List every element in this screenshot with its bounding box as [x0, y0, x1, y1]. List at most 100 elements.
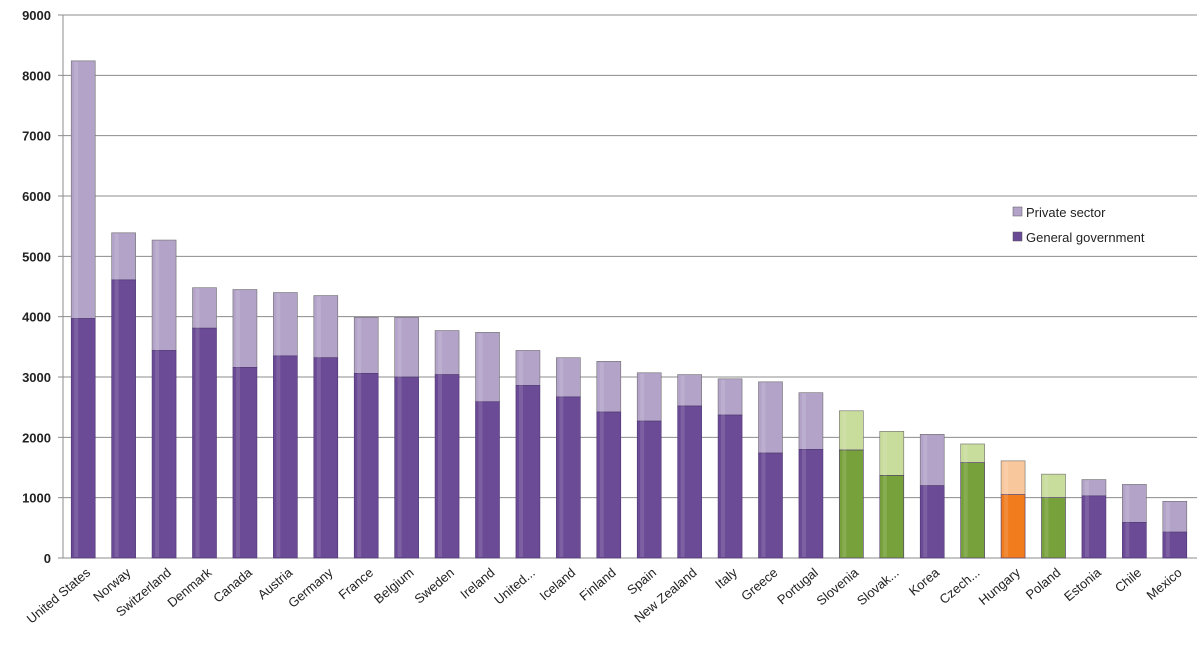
bar-shine: [74, 61, 79, 557]
x-tick-label: United States: [24, 564, 94, 626]
bar-general-government: [353, 373, 379, 559]
bar-private-sector: [515, 350, 541, 386]
bar-shine: [640, 373, 645, 557]
bar-private-sector: [839, 410, 864, 451]
bar-private-sector: [434, 330, 460, 375]
x-tick-label: Denmark: [164, 564, 214, 610]
bar-general-government: [798, 449, 824, 559]
bar-shine: [397, 318, 402, 557]
y-tick-label: 6000: [22, 189, 51, 204]
bar-private-sector: [919, 434, 945, 486]
bar-general-government: [70, 318, 96, 559]
bar-shine: [680, 375, 685, 557]
bar-general-government: [596, 411, 622, 559]
bar-shine: [599, 362, 604, 557]
bar-general-government: [313, 357, 339, 559]
x-tick-label: Mexico: [1144, 565, 1185, 603]
bar-private-sector: [879, 430, 905, 476]
bar-general-government: [475, 401, 500, 559]
x-tick-label: Sweden: [411, 565, 457, 607]
bar-shine: [842, 411, 847, 557]
bar-private-sector: [353, 316, 379, 374]
bar-shine: [518, 351, 523, 557]
y-tick-label: 4000: [22, 310, 51, 325]
bar-general-government: [919, 485, 945, 559]
bar-general-government: [515, 385, 541, 559]
bar-shine: [923, 435, 928, 557]
bar-private-sector: [273, 292, 298, 357]
bar-general-government: [273, 355, 298, 559]
bar-shine: [438, 331, 443, 557]
x-tick-label: Estonia: [1061, 564, 1104, 604]
bar-private-sector: [1162, 500, 1188, 533]
x-tick-label: Italy: [712, 564, 740, 591]
bar-private-sector: [232, 289, 258, 368]
bar-shine: [276, 293, 281, 557]
x-tick-label: Canada: [210, 564, 255, 605]
x-tick-label: France: [335, 565, 376, 603]
bar-shine: [357, 318, 362, 557]
bar-general-government: [960, 462, 985, 559]
x-tick-label: Belgium: [371, 565, 417, 607]
bar-shine: [1044, 475, 1049, 557]
bar-private-sector: [1122, 484, 1147, 523]
bar-general-government: [111, 279, 136, 559]
x-tick-label: Germany: [285, 564, 336, 610]
bar-general-government: [394, 376, 419, 559]
x-tick-label: Slovak...: [854, 565, 902, 609]
y-tick-label: 1000: [22, 491, 51, 506]
bar-shine: [155, 241, 160, 557]
bar-private-sector: [313, 295, 339, 358]
x-tick-label: Greece: [738, 565, 780, 604]
bar-general-government: [879, 475, 905, 559]
x-tick-label: Portugal: [774, 565, 821, 608]
legend-swatch: [1012, 231, 1023, 242]
bar-private-sector: [717, 378, 743, 416]
bar-general-government: [192, 327, 217, 559]
bar-general-government: [151, 350, 177, 559]
x-tick-label: Finland: [576, 565, 618, 604]
y-tick-label: 9000: [22, 8, 51, 23]
bar-general-government: [1041, 497, 1066, 559]
x-tick-label: Spain: [624, 565, 659, 598]
bar-general-government: [1081, 495, 1107, 559]
bar-private-sector: [111, 232, 136, 281]
x-tick-label: Korea: [906, 564, 943, 598]
legend-label: General government: [1026, 230, 1145, 245]
bar-general-government: [677, 405, 702, 559]
bar-shine: [1125, 485, 1130, 557]
bar-general-government: [1000, 494, 1026, 559]
x-tick-label: Hungary: [976, 564, 1024, 607]
bar-private-sector: [192, 287, 217, 329]
bar-general-government: [232, 367, 258, 559]
y-tick-label: 2000: [22, 430, 51, 445]
bar-private-sector: [596, 361, 622, 413]
bar-shine: [195, 288, 200, 557]
bar-shine: [1004, 461, 1009, 557]
y-tick-label: 5000: [22, 249, 51, 264]
legend-label: Private sector: [1026, 205, 1106, 220]
x-tick-label: Slovenia: [813, 564, 861, 608]
x-tick-label: Chile: [1112, 565, 1144, 596]
bar-private-sector: [636, 372, 662, 422]
bar-shine: [963, 444, 968, 557]
bar-private-sector: [151, 239, 177, 351]
y-tick-label: 7000: [22, 129, 51, 144]
x-tick-label: Iceland: [537, 565, 579, 603]
bar-shine: [882, 432, 887, 557]
y-tick-label: 8000: [22, 68, 51, 83]
bar-shine: [1084, 480, 1089, 557]
bar-general-government: [1162, 531, 1188, 559]
bar-shine: [316, 296, 321, 557]
bar-shine: [114, 233, 119, 557]
bar-private-sector: [1000, 460, 1026, 495]
bar-shine: [235, 290, 240, 557]
y-tick-label: 3000: [22, 370, 51, 385]
bar-general-government: [839, 449, 864, 559]
bar-shine: [761, 382, 766, 557]
y-tick-label: 0: [44, 551, 51, 566]
legend-swatch: [1012, 206, 1023, 217]
bar-general-government: [636, 420, 662, 559]
